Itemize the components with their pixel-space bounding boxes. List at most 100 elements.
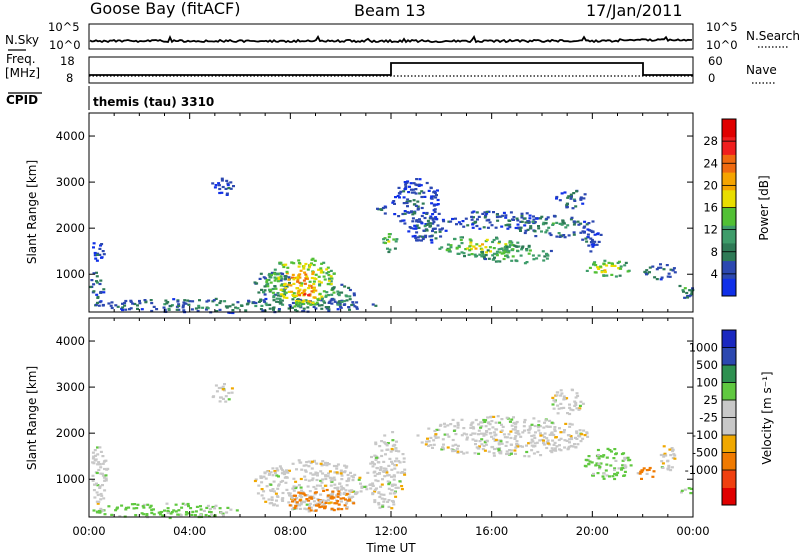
velocity-cell	[442, 448, 445, 451]
velocity-cell	[568, 422, 572, 425]
power-cell	[312, 305, 316, 308]
power-region-18	[585, 259, 631, 278]
velocity-cell	[460, 450, 464, 453]
velocity-cell	[299, 477, 303, 481]
power-cell	[177, 303, 181, 306]
power-cell	[645, 273, 648, 276]
power-cell	[384, 241, 387, 245]
power-cell	[572, 192, 576, 195]
velocity-cell	[95, 491, 99, 494]
velocity-cell	[303, 475, 307, 478]
power-cell	[336, 290, 340, 293]
velocity-cell	[606, 447, 610, 450]
velocity-cell	[557, 407, 561, 410]
velocity-cell	[615, 452, 618, 455]
velocity-cell	[340, 478, 344, 481]
power-region-19	[643, 263, 677, 281]
velocity-cell	[519, 445, 522, 448]
power-cell	[411, 217, 415, 220]
power-cell	[478, 244, 482, 248]
power-cell	[272, 296, 276, 299]
velocity-cell	[91, 474, 95, 477]
power-cell	[485, 210, 489, 213]
power-cell	[273, 285, 277, 288]
power-cell	[215, 303, 219, 307]
power-cell	[297, 274, 301, 277]
velocity-cell	[385, 469, 389, 473]
power-cell	[665, 264, 669, 267]
power-cell	[523, 231, 527, 235]
power-cell	[312, 291, 316, 294]
power-cell	[527, 244, 531, 247]
velocity-cell	[388, 492, 392, 495]
power-cell	[263, 300, 267, 303]
power-cell	[516, 219, 520, 222]
power-cell	[314, 307, 318, 310]
power-cell	[481, 243, 484, 246]
power-cell	[295, 287, 299, 290]
velocity-cell	[575, 407, 579, 410]
velocity-cell	[330, 480, 334, 483]
velocity-cell	[365, 488, 369, 491]
power-cell	[480, 248, 484, 251]
velocity-cell	[439, 423, 443, 426]
power-cell	[488, 246, 492, 249]
power-cell	[96, 252, 100, 255]
velocity-cell	[568, 403, 571, 406]
velocity-cell	[505, 441, 509, 444]
velocity-cell	[391, 431, 395, 434]
velocity-cell	[514, 435, 518, 438]
velocity-cell	[204, 514, 208, 517]
velocity-cell	[322, 502, 326, 505]
power-cell	[163, 308, 167, 311]
power-cell	[540, 215, 544, 218]
velocity-cell	[390, 499, 394, 503]
velocity-cell	[480, 443, 484, 446]
power-cell	[186, 299, 190, 302]
power-cell	[543, 255, 547, 258]
power-cell	[504, 248, 508, 251]
power-cell	[422, 211, 426, 215]
velocity-cell	[305, 461, 309, 464]
power-cell	[579, 231, 583, 234]
velocity-ytick-label: 1000	[56, 472, 85, 486]
power-cell	[418, 235, 422, 238]
velocity-cell	[321, 472, 325, 475]
velocity-cell	[399, 471, 403, 474]
velocity-cell	[357, 478, 361, 481]
velocity-cell	[136, 503, 140, 506]
power-cell	[265, 303, 269, 307]
velocity-cell	[101, 474, 105, 477]
velocity-cell	[538, 425, 542, 428]
velocity-cell	[581, 402, 585, 405]
velocity-cell	[307, 499, 311, 502]
power-cell	[329, 280, 333, 283]
power-cell	[413, 224, 417, 227]
power-cell	[457, 221, 461, 224]
power-cell	[470, 215, 474, 218]
power-cell	[295, 294, 298, 297]
velocity-cell	[373, 499, 377, 502]
power-cell	[512, 216, 516, 219]
power-cell	[296, 278, 300, 281]
power-cell	[386, 238, 389, 241]
time-tick-label: 20:00	[576, 524, 609, 538]
power-cell	[558, 235, 562, 238]
velocity-cell	[280, 472, 284, 475]
velocity-cell	[545, 437, 549, 440]
power-cell	[271, 287, 275, 291]
velocity-cell	[320, 464, 324, 467]
power-cell	[93, 251, 97, 255]
power-cell	[427, 189, 431, 192]
power-cell	[420, 206, 424, 210]
power-cell	[472, 216, 475, 219]
velocity-cell	[530, 438, 534, 441]
velocity-cell	[344, 466, 348, 469]
power-cell	[591, 245, 595, 248]
velocity-cell	[551, 439, 555, 442]
velocity-cell	[345, 506, 349, 509]
velocity-cell	[492, 452, 496, 455]
velocity-cell	[508, 449, 511, 452]
power-cell	[298, 292, 301, 296]
velocity-cell	[291, 487, 295, 490]
